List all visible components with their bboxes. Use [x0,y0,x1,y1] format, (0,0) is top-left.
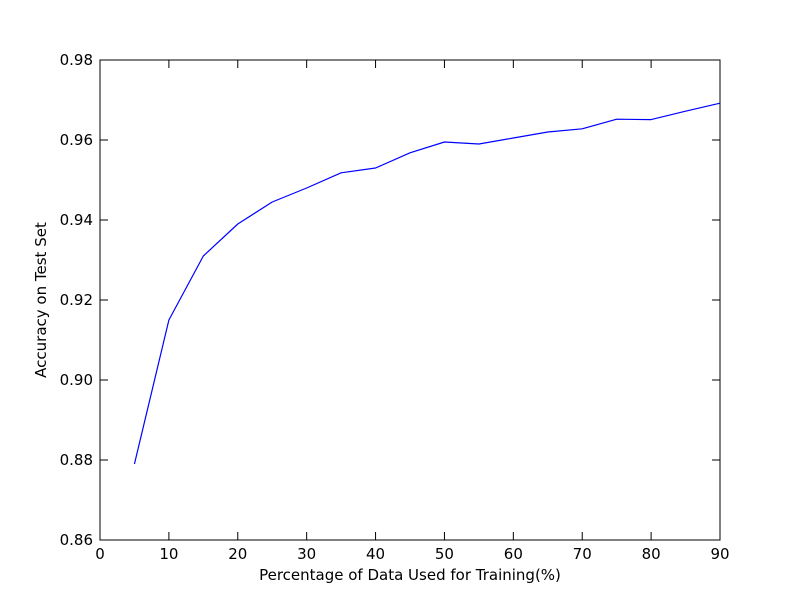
y-tick-label: 0.96 [60,131,93,149]
y-tick-label: 0.86 [60,531,93,549]
x-tick-label: 40 [366,545,385,563]
y-tick-label: 0.98 [60,51,93,69]
x-tick-label: 20 [228,545,247,563]
plot-area [100,60,720,540]
x-tick-label: 10 [159,545,178,563]
x-tick-label: 80 [642,545,661,563]
y-tick-label: 0.94 [60,211,93,229]
x-tick-label: 30 [297,545,316,563]
plot-frame [99,59,721,541]
y-axis-label: Accuracy on Test Set [32,222,50,378]
series-layer [133,102,721,465]
x-tick-label: 70 [573,545,592,563]
x-tick-label: 0 [95,545,105,563]
x-tick-label: 60 [504,545,523,563]
x-tick-label: 50 [435,545,454,563]
x-axis-label: Percentage of Data Used for Training(%) [259,566,561,584]
ticks-layer: 0 10 20 30 40 50 60 70 80 90 0.86 0.88 0.90 0.92 0.94 0… [60,51,730,563]
series-line [133,102,721,465]
y-tick-label: 0.90 [60,371,93,389]
x-tick-label: 90 [710,545,729,563]
y-tick-label: 0.92 [60,291,93,309]
y-tick-label: 0.88 [60,451,93,469]
